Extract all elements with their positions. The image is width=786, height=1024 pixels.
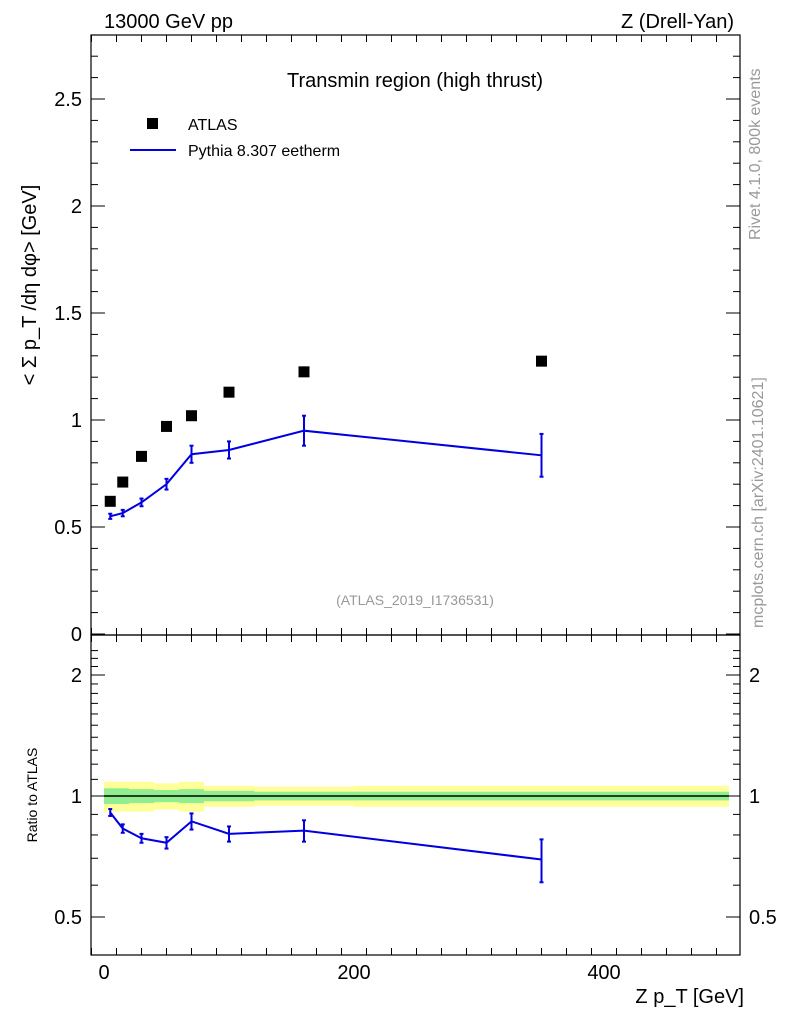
main-panel: 0 0.5 1 1.5 2 2.5 Transmin region (high thrus… bbox=[19, 34, 741, 646]
main-ytick-label: 0.5 bbox=[54, 517, 82, 539]
legend: ATLAS Pythia 8.307 eetherm bbox=[130, 117, 340, 160]
xtick-label: 0 bbox=[98, 962, 109, 984]
ratio-ylabel: Ratio to ATLAS bbox=[24, 748, 40, 843]
x-axis-label: Z p_T [GeV] bbox=[635, 986, 744, 1008]
main-data-point bbox=[186, 410, 197, 422]
main-data-point bbox=[136, 450, 147, 462]
main-mc-series bbox=[108, 414, 544, 520]
plot-title: Transmin region (high thrust) bbox=[287, 70, 543, 92]
legend-atlas-label: ATLAS bbox=[188, 117, 238, 134]
main-ytick-label: 2.5 bbox=[54, 89, 82, 111]
main-ytick-labels: 0 0.5 1 1.5 2 2.5 bbox=[54, 89, 82, 646]
xtick-label: 400 bbox=[587, 962, 620, 984]
legend-pythia-label: Pythia 8.307 eetherm bbox=[188, 143, 340, 160]
main-ytick-label: 1.5 bbox=[54, 303, 82, 325]
ratio-panel: 0.5 0.5 1 1 2 2 0 200 400 Ratio to ATLAS Z p_T … bbox=[24, 634, 777, 1008]
main-ytick-label: 1 bbox=[71, 410, 82, 432]
main-axis-ticks bbox=[91, 35, 740, 635]
ratio-axis-ticks bbox=[91, 635, 740, 955]
main-ytick-label: 2 bbox=[71, 196, 82, 218]
legend-atlas-marker bbox=[147, 118, 158, 129]
ratio-ytick-label-right: 2 bbox=[749, 665, 760, 687]
ratio-xtick-labels: 0 200 400 bbox=[98, 962, 620, 984]
ratio-ytick-label-left: 2 bbox=[71, 665, 82, 687]
main-mc-line bbox=[110, 429, 542, 518]
rivet-version-label: Rivet 4.1.0, 800k events bbox=[747, 68, 764, 240]
main-data-point bbox=[117, 476, 129, 488]
ratio-frame bbox=[90, 634, 741, 956]
main-data-series bbox=[104, 355, 547, 507]
source-label: mcplots.cern.ch [arXiv:2401.10621] bbox=[750, 377, 767, 628]
ratio-mc-line bbox=[109, 811, 542, 861]
analysis-watermark: (ATLAS_2019_I1736531) bbox=[336, 592, 494, 608]
ratio-ytick-label-left: 1 bbox=[71, 786, 82, 808]
ratio-ytick-labels: 0.5 0.5 1 1 2 2 bbox=[54, 665, 777, 929]
main-data-point bbox=[223, 386, 235, 398]
ratio-ytick-label-right: 0.5 bbox=[749, 907, 777, 929]
main-data-point bbox=[536, 355, 547, 367]
main-data-point bbox=[104, 495, 116, 507]
process-label: Z (Drell-Yan) bbox=[621, 11, 734, 33]
ratio-ytick-label-right: 1 bbox=[749, 786, 760, 808]
main-ytick-label: 0 bbox=[71, 624, 82, 646]
energy-label: 13000 GeV pp bbox=[104, 11, 233, 33]
ratio-mc-series bbox=[108, 808, 544, 884]
xtick-label: 200 bbox=[337, 962, 370, 984]
main-ylabel-text: < Σ p_T /dη dφ> [GeV] bbox=[19, 185, 41, 386]
ratio-ytick-label-left: 0.5 bbox=[54, 907, 82, 929]
main-ylabel: < Σ p_T /dη dφ> [GeV] bbox=[19, 185, 41, 386]
main-data-point bbox=[161, 420, 172, 432]
main-data-point bbox=[298, 366, 310, 378]
